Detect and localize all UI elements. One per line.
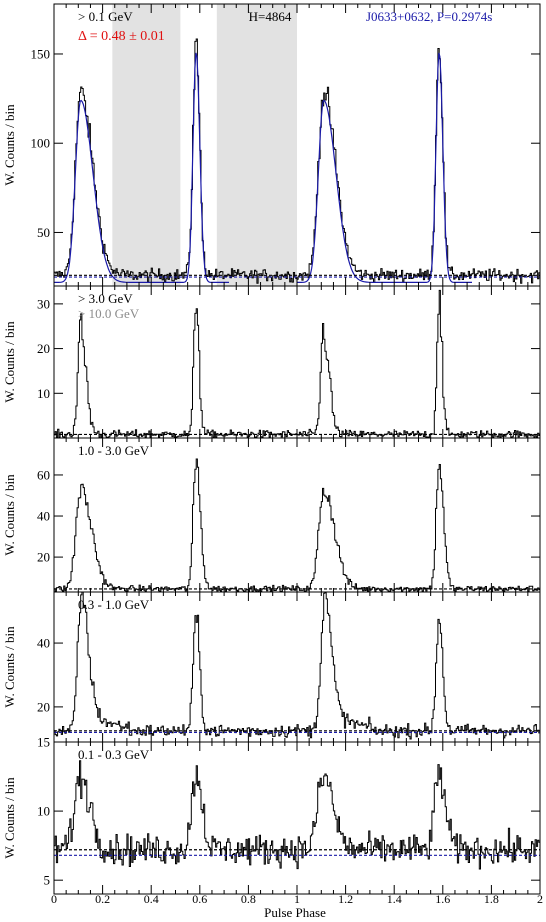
y-tick-label: 50 (37, 225, 50, 240)
x-tick-label: 0.6 (192, 892, 207, 906)
pulse-profile-histogram (54, 458, 540, 592)
panel-frame (53, 437, 541, 593)
y-tick-label: 5 (44, 873, 51, 888)
x-tick-label: 0.8 (241, 892, 256, 906)
off-pulse-shaded-region (112, 4, 181, 286)
x-tick-label: 0.4 (144, 892, 159, 906)
y-tick-label: 30 (37, 296, 50, 311)
y-tick-label: 10 (37, 804, 50, 819)
x-tick-label: 1.8 (484, 892, 499, 906)
y-tick-label: 60 (37, 467, 50, 482)
source-label: J0633+0632, P=0.2974s (366, 9, 492, 24)
x-tick-label: 1 (294, 892, 300, 906)
panel-1: 50 100 150 W. Counts / bin > 0.1 GeV Δ = 0.48… (2, 3, 540, 287)
panel-frame (53, 741, 541, 895)
energy-band-label-2: > 10.0 GeV (78, 306, 140, 321)
energy-band-label: 0.3 - 1.0 GeV (78, 597, 150, 612)
off-pulse-shaded-region (216, 4, 297, 286)
energy-band-label: > 3.0 GeV (78, 291, 133, 306)
x-tick-label: 0 (51, 892, 57, 906)
h-test-label: H=4864 (249, 9, 292, 24)
y-tick-label: 40 (37, 509, 50, 524)
y-axis-label: W. Counts / bin (2, 626, 17, 708)
y-tick-label: 40 (37, 636, 50, 651)
panel-5: 5 10 15 W. Counts / bin 0.1 - 0.3 GeV (2, 735, 541, 895)
y-axis-label: W. Counts / bin (2, 104, 17, 186)
x-tick-label: 1.2 (338, 892, 353, 906)
panel-4: 20 40 W. Counts / bin 0.3 - 1.0 GeV (2, 591, 541, 743)
x-tick-label: 1.4 (387, 892, 402, 906)
pulse-profile-histogram (54, 760, 540, 870)
x-axis-label: Pulse Phase (264, 905, 326, 920)
x-tick-label: 1.6 (435, 892, 450, 906)
energy-band-label: > 0.1 GeV (78, 9, 133, 24)
y-tick-label: 150 (31, 46, 51, 61)
energy-band-label: 1.0 - 3.0 GeV (78, 443, 150, 458)
y-tick-label: 20 (37, 341, 50, 356)
phase-separation-label: Δ = 0.48 ± 0.01 (78, 29, 165, 44)
energy-band-label: 0.1 - 0.3 GeV (78, 747, 150, 762)
y-tick-label: 20 (37, 550, 50, 565)
y-tick-label: 10 (37, 386, 50, 401)
x-tick-label: 2 (537, 892, 543, 906)
panel-2: 10 20 30 W. Counts / bin > 3.0 GeV> 10.0 GeV (2, 285, 541, 439)
y-axis-label: W. Counts / bin (2, 474, 17, 556)
y-tick-label: 100 (31, 136, 51, 151)
pulse-profile-histogram (54, 591, 540, 740)
panel-frame (53, 591, 541, 743)
y-axis-label: W. Counts / bin (2, 321, 17, 403)
y-tick-label: 20 (37, 699, 50, 714)
y-tick-label: 15 (37, 735, 50, 750)
panel-3: 20 40 60 W. Counts / bin 1.0 - 3.0 GeV (2, 437, 541, 593)
y-axis-label: W. Counts / bin (2, 777, 17, 859)
x-tick-label: 0.2 (95, 892, 110, 906)
